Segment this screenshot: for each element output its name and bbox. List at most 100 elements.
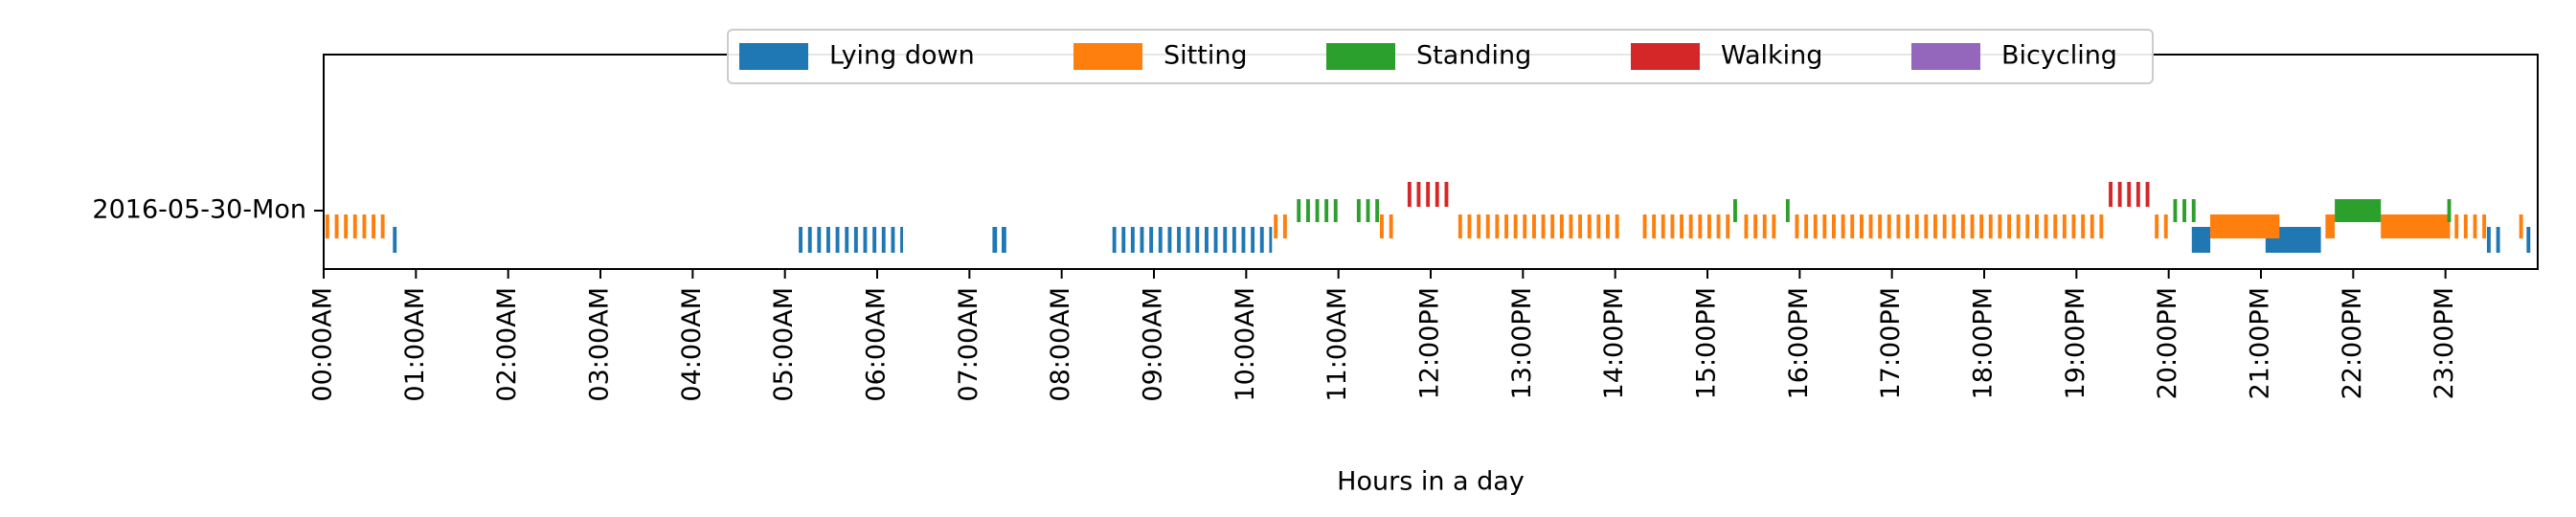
segment-sitting-35 bbox=[1698, 214, 1703, 238]
legend-label-walking: Walking bbox=[1721, 41, 1822, 71]
segment-sitting-24 bbox=[1578, 214, 1582, 238]
segment-lying-down-30 bbox=[1251, 227, 1255, 253]
x-axis-label: Hours in a day bbox=[1337, 467, 1525, 497]
segment-lying-down-7 bbox=[853, 227, 858, 253]
segment-lying-down-17 bbox=[1130, 227, 1135, 253]
segment-sitting-49 bbox=[1850, 214, 1855, 238]
segment-lying-down-20 bbox=[1158, 227, 1163, 253]
x-axis-ticks: 00:00AM 01:00AM 02:00AM 03:00AM 04:00AM 05:00… bbox=[308, 269, 2459, 402]
segment-sitting-32 bbox=[1670, 214, 1675, 238]
segment-sitting-12 bbox=[1467, 214, 1472, 238]
segment-sitting-76 bbox=[2099, 214, 2104, 238]
segment-sitting-18 bbox=[1523, 214, 1527, 238]
segment-standing-1 bbox=[1306, 199, 1310, 222]
x-tick-label-7: 07:00AM bbox=[954, 287, 983, 402]
x-tick-label-17: 17:00PM bbox=[1876, 287, 1906, 399]
segment-sitting-33 bbox=[1680, 214, 1683, 238]
segment-sitting-54 bbox=[1896, 214, 1901, 238]
segment-sitting-25 bbox=[1587, 214, 1592, 238]
segment-sitting-72 bbox=[2062, 214, 2067, 238]
segment-lying-down-27 bbox=[1223, 227, 1228, 253]
x-tick-label-9: 09:00AM bbox=[1139, 287, 1168, 402]
segment-sitting-37 bbox=[1716, 214, 1721, 238]
segment-sitting-82 bbox=[2454, 214, 2459, 238]
segment-standing-3 bbox=[1324, 199, 1329, 222]
segment-lying-down-9 bbox=[872, 227, 877, 253]
segment-sitting-8 bbox=[1282, 214, 1287, 238]
segment-lying-down-10 bbox=[881, 227, 886, 253]
segment-lying-down-31 bbox=[1259, 227, 1264, 253]
segment-sitting-45 bbox=[1813, 214, 1818, 238]
segment-sitting-0 bbox=[325, 214, 329, 238]
x-tick-label-13: 13:00PM bbox=[1507, 287, 1537, 399]
segment-standing-11 bbox=[2182, 199, 2186, 222]
segment-lying-down-1 bbox=[799, 227, 802, 253]
segment-lying-down-22 bbox=[1177, 227, 1181, 253]
legend-swatch-lying-down bbox=[739, 43, 808, 70]
row-label: 2016-05-30-Mon bbox=[92, 195, 306, 225]
segment-lying-down-37 bbox=[2526, 227, 2531, 253]
segment-sitting-1 bbox=[334, 214, 339, 238]
segment-walking-8 bbox=[2135, 182, 2140, 207]
segment-sitting-36 bbox=[1707, 214, 1711, 238]
segment-lying-down-33 bbox=[2191, 227, 2211, 253]
segment-walking-3 bbox=[1435, 182, 1439, 207]
segment-lying-down-4 bbox=[826, 227, 830, 253]
x-tick-label-16: 16:00PM bbox=[1784, 287, 1814, 399]
segment-walking-7 bbox=[2127, 182, 2132, 207]
segment-sitting-65 bbox=[1998, 214, 2002, 238]
segment-sitting-15 bbox=[1495, 214, 1500, 238]
segment-lying-down-11 bbox=[891, 227, 895, 253]
segment-sitting-78 bbox=[2163, 214, 2168, 238]
segment-sitting-40 bbox=[1753, 214, 1758, 238]
segment-sitting-5 bbox=[372, 214, 375, 238]
segment-sitting-13 bbox=[1477, 214, 1481, 238]
segment-lying-down-3 bbox=[817, 227, 822, 253]
segment-sitting-34 bbox=[1688, 214, 1693, 238]
segment-sitting-20 bbox=[1541, 214, 1546, 238]
segment-sitting-23 bbox=[1569, 214, 1573, 238]
segment-sitting-7 bbox=[1274, 214, 1278, 238]
legend-swatch-bicycling bbox=[1911, 43, 1980, 70]
segment-sitting-86 bbox=[2519, 214, 2523, 238]
segment-standing-12 bbox=[2191, 199, 2196, 222]
segment-sitting-81 bbox=[2381, 214, 2451, 238]
segment-sitting-84 bbox=[2473, 214, 2477, 238]
x-tick-label-4: 04:00AM bbox=[677, 287, 707, 402]
segment-sitting-21 bbox=[1550, 214, 1555, 238]
segment-standing-0 bbox=[1297, 199, 1301, 222]
legend-label-bicycling: Bicycling bbox=[2001, 41, 2117, 71]
segment-walking-6 bbox=[2117, 182, 2122, 207]
segment-sitting-48 bbox=[1841, 214, 1845, 238]
segment-standing-5 bbox=[1356, 199, 1361, 222]
segment-lying-down-12 bbox=[900, 227, 903, 253]
segment-sitting-83 bbox=[2463, 214, 2468, 238]
x-tick-label-8: 08:00AM bbox=[1046, 287, 1075, 402]
segment-sitting-44 bbox=[1804, 214, 1809, 238]
segment-lying-down-18 bbox=[1140, 227, 1144, 253]
segment-standing-14 bbox=[2447, 199, 2452, 222]
segment-sitting-55 bbox=[1906, 214, 1909, 238]
segment-walking-9 bbox=[2145, 182, 2150, 207]
segment-sitting-79 bbox=[2210, 214, 2280, 238]
legend-swatch-walking bbox=[1631, 43, 1700, 70]
segment-lying-down-16 bbox=[1121, 227, 1126, 253]
segment-sitting-4 bbox=[362, 214, 367, 238]
segment-sitting-31 bbox=[1661, 214, 1665, 238]
segment-sitting-67 bbox=[2016, 214, 2021, 238]
segment-sitting-57 bbox=[1924, 214, 1929, 238]
x-tick-label-1: 01:00AM bbox=[400, 287, 430, 402]
segment-sitting-38 bbox=[1726, 214, 1730, 238]
segment-standing-13 bbox=[2335, 199, 2382, 222]
segment-lying-down-21 bbox=[1167, 227, 1172, 253]
segment-lying-down-5 bbox=[835, 227, 840, 253]
segment-lying-down-32 bbox=[1269, 227, 1273, 253]
x-tick-label-3: 03:00AM bbox=[585, 287, 615, 402]
segment-sitting-3 bbox=[352, 214, 357, 238]
segment-lying-down-14 bbox=[1002, 227, 1006, 253]
segment-sitting-50 bbox=[1860, 214, 1864, 238]
segment-sitting-68 bbox=[2025, 214, 2030, 238]
segment-walking-2 bbox=[1426, 182, 1431, 207]
legend-swatch-sitting bbox=[1073, 43, 1142, 70]
x-tick-label-0: 00:00AM bbox=[308, 287, 338, 402]
